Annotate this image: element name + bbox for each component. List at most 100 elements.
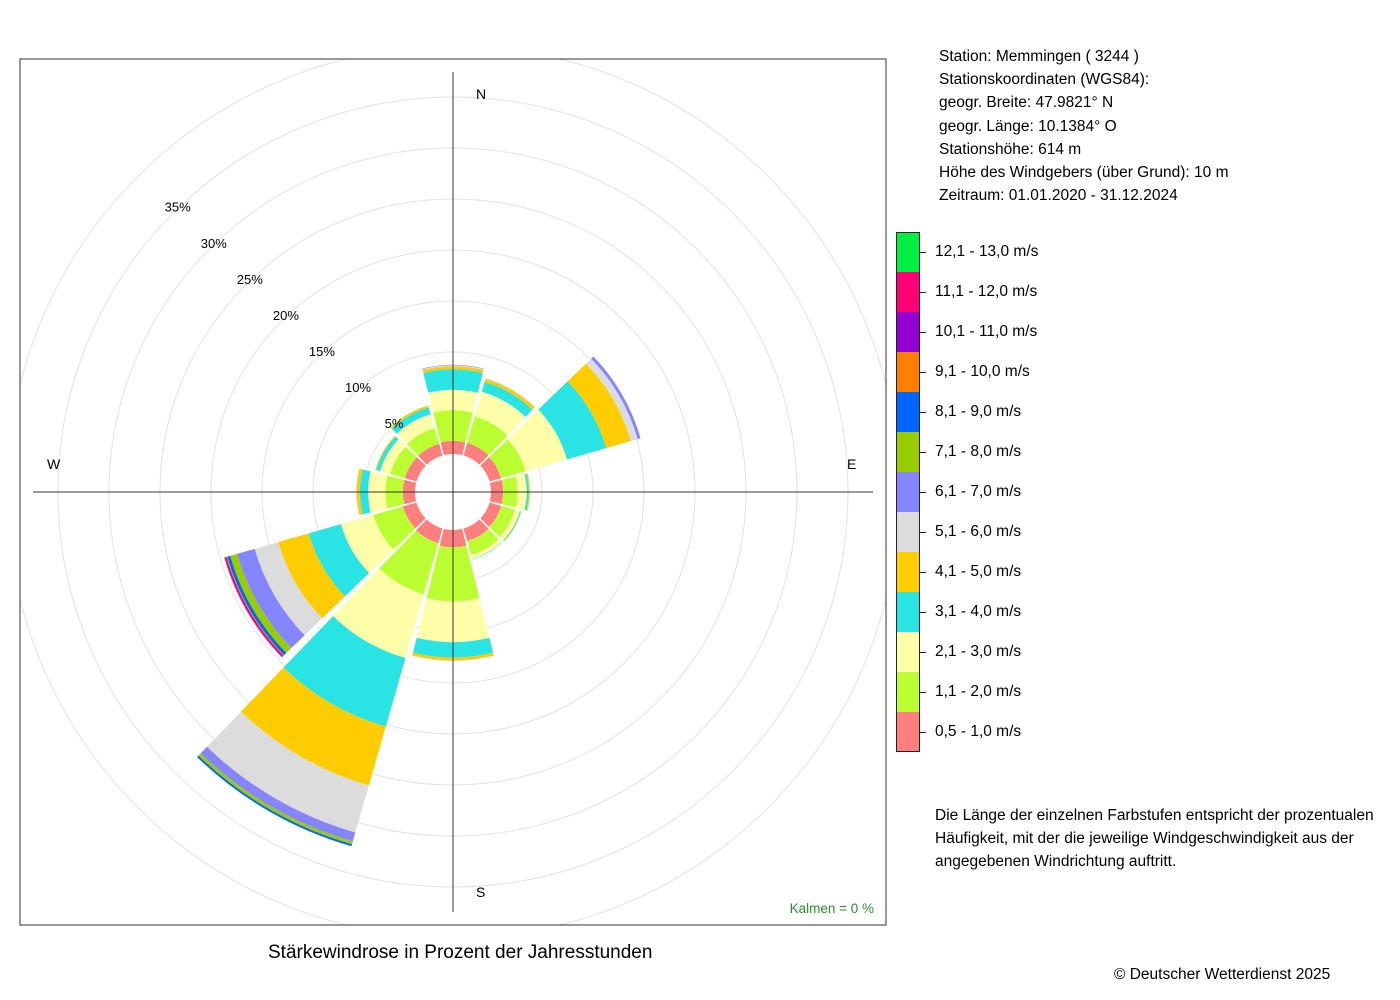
legend-swatch: [896, 632, 920, 672]
sector-band: [390, 405, 429, 429]
radial-tick-label: 30%: [201, 236, 227, 251]
sector-band: [422, 364, 484, 370]
legend-item: 6,1 - 7,0 m/s: [896, 472, 1096, 512]
sector-band: [240, 667, 386, 786]
radial-tick-label: 20%: [273, 308, 299, 323]
sector-band: [480, 457, 502, 482]
sector-band: [474, 391, 526, 436]
copyright: © Deutscher Wetterdienst 2025: [1114, 966, 1331, 983]
sector-band: [585, 358, 638, 442]
plot-frame: [19, 58, 887, 926]
legend-swatch: [896, 712, 920, 752]
legend-label: 6,1 - 7,0 m/s: [935, 483, 1022, 500]
legend-tick: [920, 372, 926, 373]
legend-item: 5,1 - 6,0 m/s: [896, 512, 1096, 552]
legend-swatch: [896, 672, 920, 712]
sector-band: [489, 439, 526, 479]
legend-tick: [920, 492, 926, 493]
sector-band: [471, 539, 502, 559]
sector-band: [333, 568, 424, 658]
legend-label: 3,1 - 4,0 m/s: [935, 603, 1022, 620]
period: Zeitraum: 01.01.2020 - 31.12.2024: [939, 187, 1178, 205]
legend-label: 5,1 - 6,0 m/s: [935, 523, 1022, 540]
sector-band: [206, 711, 369, 833]
legend-swatch: [896, 352, 920, 392]
sector-band: [591, 356, 641, 440]
sector-band: [278, 533, 345, 619]
sector-band: [467, 528, 499, 556]
legend-swatch: [896, 312, 920, 352]
compass-north: N: [476, 86, 486, 102]
legend-tick: [920, 532, 926, 533]
legend-item: 4,1 - 5,0 m/s: [896, 552, 1096, 592]
compass-south: S: [476, 884, 485, 900]
sector-band: [527, 473, 531, 511]
radial-tick-label: 5%: [385, 416, 404, 431]
legend-swatch: [896, 512, 920, 552]
radial-tick-label: 15%: [309, 344, 335, 359]
radial-tick-label: 25%: [237, 272, 263, 287]
sector-band: [391, 407, 431, 434]
sector-band: [230, 553, 292, 654]
sector-band: [489, 505, 516, 537]
legend-tick: [920, 612, 926, 613]
sector-band: [340, 514, 394, 573]
compass-east: E: [847, 456, 856, 472]
legend-item: 1,1 - 2,0 m/s: [896, 672, 1096, 712]
legend-tick: [920, 692, 926, 693]
legend-tick: [920, 572, 926, 573]
sector-band: [308, 524, 370, 597]
sector-band: [499, 509, 520, 541]
sector-band: [402, 502, 426, 529]
legend-item: 12,1 - 13,0 m/s: [896, 232, 1096, 272]
sector-band: [415, 519, 443, 544]
axes: [33, 72, 873, 912]
legend-tick: [920, 332, 926, 333]
sector-band: [422, 365, 484, 371]
legend-item: 8,1 - 9,0 m/s: [896, 392, 1096, 432]
legend-item: 3,1 - 4,0 m/s: [896, 592, 1096, 632]
legend-swatch: [896, 392, 920, 432]
explanation-note: Die Länge der einzelnen Farbstufen entsp…: [935, 807, 1374, 870]
legend-label: 11,1 - 12,0 m/s: [935, 283, 1038, 300]
sector-band: [283, 616, 406, 727]
legend-tick: [920, 452, 926, 453]
sector-band: [380, 439, 406, 474]
radial-tick-labels: 5% 10% 15% 20% 25% 30% 35%: [165, 200, 404, 431]
compass-west: W: [47, 456, 61, 472]
sector-band: [406, 428, 440, 456]
legend-label: 8,1 - 9,0 m/s: [935, 403, 1022, 420]
sector-band: [373, 506, 416, 550]
sector-band: [389, 446, 417, 479]
legend-swatch: [896, 552, 920, 592]
speed-legend: 12,1 - 13,0 m/s 11,1 - 12,0 m/s 10,1 - 11,…: [896, 232, 1096, 752]
sector-band: [463, 519, 489, 542]
sector-band: [418, 443, 443, 465]
sector-band: [375, 435, 396, 470]
legend-swatch: [896, 472, 920, 512]
sector-band: [422, 366, 484, 373]
sector-band: [376, 436, 399, 472]
legend-label: 12,1 - 13,0 m/s: [935, 243, 1039, 260]
station-height: Stationshöhe: 614 m: [939, 140, 1082, 158]
legend-tick: [920, 652, 926, 653]
sector-band: [524, 473, 529, 511]
sector-band: [396, 414, 435, 445]
legend-tick: [920, 292, 926, 293]
legend-swatch: [896, 232, 920, 272]
sector-band: [526, 473, 530, 511]
sensor-height: Höhe des Windgebers (über Grund): 10 m: [939, 164, 1229, 182]
calm-label: Kalmen = 0 %: [790, 901, 874, 916]
legend-label: 9,1 - 10,0 m/s: [935, 363, 1030, 380]
legend-tick: [920, 732, 926, 733]
sector-band: [355, 468, 360, 516]
legend-label: 2,1 - 3,0 m/s: [935, 643, 1022, 660]
sector-band: [412, 655, 494, 662]
latitude: geogr. Breite: 47.9821° N: [939, 94, 1114, 112]
radial-tick-label: 10%: [345, 380, 371, 395]
sector-band: [254, 542, 323, 636]
legend-item: 9,1 - 10,0 m/s: [896, 352, 1096, 392]
sector-band: [404, 457, 426, 482]
longitude: geogr. Länge: 10.1384° O: [939, 117, 1117, 135]
